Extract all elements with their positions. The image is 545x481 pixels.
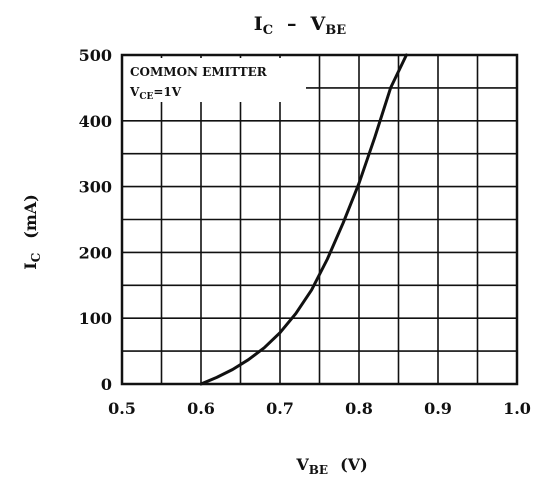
annotation-background	[123, 58, 306, 102]
grid-lines	[122, 55, 517, 384]
plot-frame	[120, 53, 519, 386]
title-main-sub: C	[263, 23, 273, 38]
chart-title: IC – VBE	[254, 13, 346, 38]
annotation-line1: COMMON EMITTER	[130, 65, 268, 79]
tick-labels: 0.5 0.6 0.7 0.8 0.9 1.0 0 100 200 300 400 500	[79, 46, 531, 418]
x-tick-label: 0.9	[424, 399, 452, 418]
annotation-vce-sub: CE	[139, 92, 153, 102]
y-tick-label: 500	[79, 46, 112, 65]
series-curve	[199, 53, 408, 386]
title-second-sub: BE	[325, 23, 346, 38]
x-tick-label: 0.8	[345, 399, 373, 418]
ylabel-main: I	[21, 262, 40, 269]
xlabel-unit: (V)	[340, 455, 368, 474]
title-separator: –	[287, 13, 297, 35]
title-second: V	[310, 13, 327, 35]
annotation-vce-main: V	[129, 85, 140, 99]
ylabel-unit: (mA)	[21, 194, 40, 238]
xlabel-sub: BE	[309, 463, 328, 477]
ylabel-sub: C	[29, 253, 43, 263]
y-axis-label: IC (mA)	[21, 194, 43, 270]
x-tick-label: 0.5	[108, 399, 136, 418]
xlabel-main: V	[295, 455, 309, 474]
x-tick-label: 1.0	[503, 399, 531, 418]
annotation-line2: VCE=1V	[129, 85, 182, 102]
annotation-box: COMMON EMITTER VCE=1V	[123, 58, 306, 102]
y-tick-label: 0	[101, 375, 112, 394]
x-axis-label: VBE (V)	[295, 455, 367, 477]
title-main: I	[254, 13, 263, 35]
annotation-vce-rest: =1V	[153, 85, 181, 99]
y-tick-label: 300	[79, 178, 112, 197]
x-tick-label: 0.7	[266, 399, 294, 418]
y-tick-label: 200	[79, 243, 112, 262]
y-tick-label: 100	[79, 309, 112, 328]
x-tick-label: 0.6	[187, 399, 215, 418]
y-tick-label: 400	[79, 112, 112, 131]
